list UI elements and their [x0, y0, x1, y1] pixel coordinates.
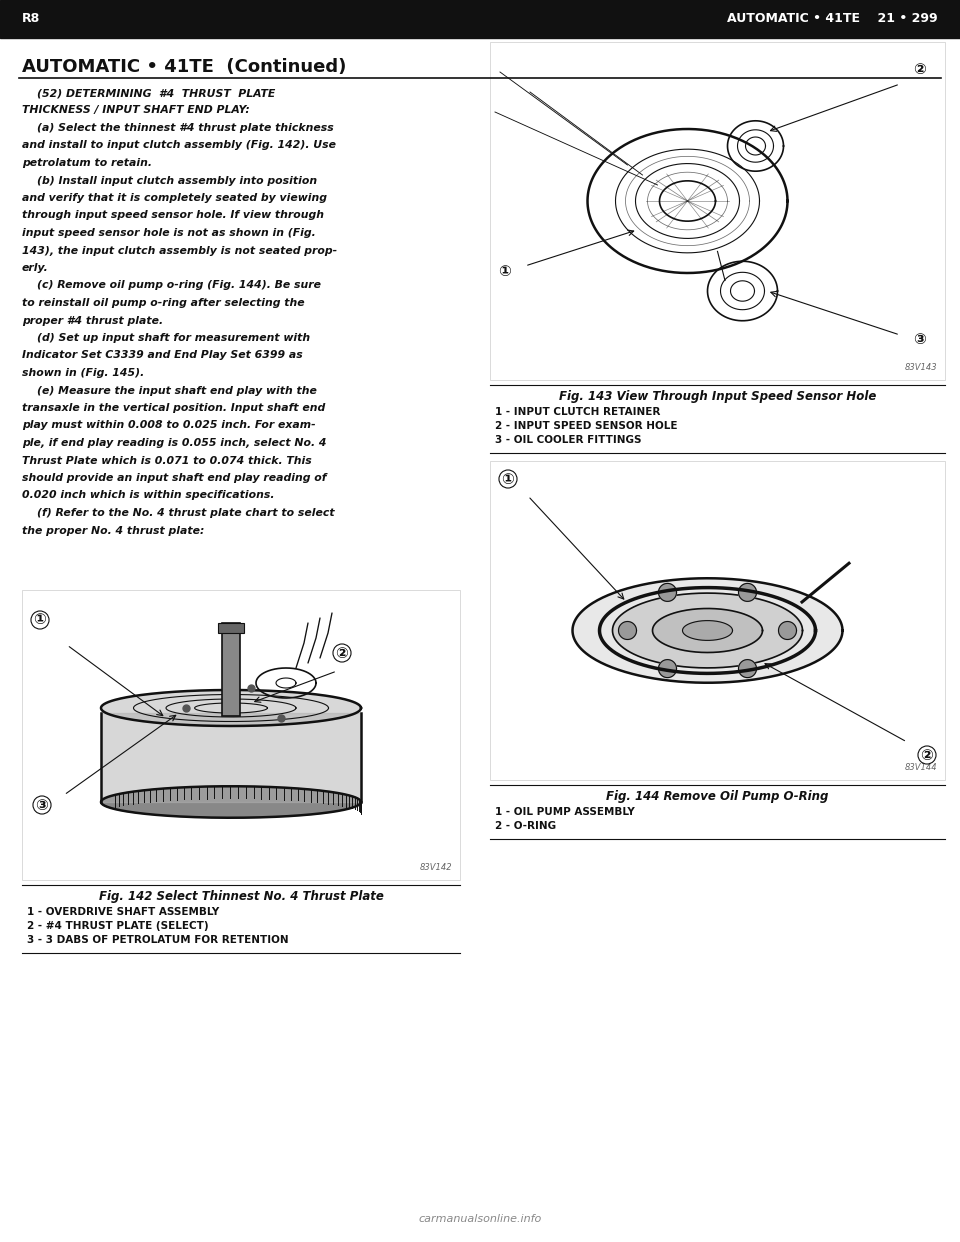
Polygon shape [738, 660, 756, 678]
Polygon shape [659, 584, 677, 601]
Text: AUTOMATIC • 41TE    21 • 299: AUTOMATIC • 41TE 21 • 299 [728, 12, 938, 26]
Text: (52) DETERMINING  #4  THRUST  PLATE: (52) DETERMINING #4 THRUST PLATE [22, 88, 276, 98]
Text: THICKNESS / INPUT SHAFT END PLAY:: THICKNESS / INPUT SHAFT END PLAY: [22, 106, 250, 116]
Text: 3 - OIL COOLER FITTINGS: 3 - OIL COOLER FITTINGS [495, 435, 641, 445]
Text: 1 - OVERDRIVE SHAFT ASSEMBLY: 1 - OVERDRIVE SHAFT ASSEMBLY [27, 907, 219, 917]
Bar [22, 590, 460, 881]
Bar [490, 42, 945, 380]
Text: shown in (Fig. 145).: shown in (Fig. 145). [22, 368, 144, 378]
Text: ①: ① [501, 472, 515, 487]
Text: 83V144: 83V144 [904, 763, 937, 773]
Text: (b) Install input clutch assembly into position: (b) Install input clutch assembly into p… [22, 175, 317, 185]
Text: and verify that it is completely seated by viewing: and verify that it is completely seated … [22, 193, 327, 202]
Text: 2 - #4 THRUST PLATE (SELECT): 2 - #4 THRUST PLATE (SELECT) [27, 922, 208, 932]
Text: (e) Measure the input shaft end play with the: (e) Measure the input shaft end play wit… [22, 385, 317, 395]
Text: 2 - INPUT SPEED SENSOR HOLE: 2 - INPUT SPEED SENSOR HOLE [495, 421, 678, 431]
Text: carmanualsonline.info: carmanualsonline.info [419, 1213, 541, 1225]
Text: R8: R8 [22, 12, 40, 26]
Bar [222, 623, 240, 715]
Polygon shape [572, 579, 843, 683]
Text: 143), the input clutch assembly is not seated prop-: 143), the input clutch assembly is not s… [22, 246, 337, 256]
Text: 83V142: 83V142 [420, 863, 452, 872]
Text: the proper No. 4 thrust plate:: the proper No. 4 thrust plate: [22, 525, 204, 535]
Text: to reinstall oil pump o-ring after selecting the: to reinstall oil pump o-ring after selec… [22, 298, 304, 308]
Text: (a) Select the thinnest #4 thrust plate thickness: (a) Select the thinnest #4 thrust plate … [22, 123, 334, 133]
Text: erly.: erly. [22, 263, 49, 273]
Polygon shape [612, 594, 803, 668]
Text: 1 - INPUT CLUTCH RETAINER: 1 - INPUT CLUTCH RETAINER [495, 407, 660, 417]
Text: input speed sensor hole is not as shown in (Fig.: input speed sensor hole is not as shown … [22, 229, 316, 238]
Text: ple, if end play reading is 0.055 inch, select No. 4: ple, if end play reading is 0.055 inch, … [22, 438, 326, 448]
Text: ②: ② [914, 62, 926, 77]
Text: and install to input clutch assembly (Fig. 142). Use: and install to input clutch assembly (Fi… [22, 140, 336, 150]
Text: ①: ① [34, 612, 46, 627]
Text: proper #4 thrust plate.: proper #4 thrust plate. [22, 315, 163, 325]
Text: 83V143: 83V143 [904, 363, 937, 373]
Text: ②: ② [336, 646, 348, 661]
Text: Fig. 144 Remove Oil Pump O-Ring: Fig. 144 Remove Oil Pump O-Ring [607, 790, 828, 804]
Text: petrolatum to retain.: petrolatum to retain. [22, 158, 152, 168]
Text: 2 - O-RING: 2 - O-RING [495, 821, 556, 831]
Text: 1 - OIL PUMP ASSEMBLY: 1 - OIL PUMP ASSEMBLY [495, 807, 635, 817]
Text: Indicator Set C3339 and End Play Set 6399 as: Indicator Set C3339 and End Play Set 639… [22, 350, 302, 360]
Text: through input speed sensor hole. If view through: through input speed sensor hole. If view… [22, 210, 324, 221]
Text: play must within 0.008 to 0.025 inch. For exam-: play must within 0.008 to 0.025 inch. Fo… [22, 421, 316, 431]
Bar [0, 0, 960, 39]
Text: 0.020 inch which is within specifications.: 0.020 inch which is within specification… [22, 491, 275, 501]
Polygon shape [101, 713, 361, 802]
Text: transaxle in the vertical position. Input shaft end: transaxle in the vertical position. Inpu… [22, 402, 325, 414]
Bar [490, 461, 945, 780]
Text: ③: ③ [914, 333, 926, 348]
Polygon shape [779, 621, 797, 640]
Polygon shape [659, 660, 677, 678]
Text: AUTOMATIC • 41TE  (Continued): AUTOMATIC • 41TE (Continued) [22, 58, 347, 76]
Text: ③: ③ [36, 797, 48, 812]
Polygon shape [683, 621, 732, 641]
Polygon shape [101, 786, 361, 817]
Polygon shape [618, 621, 636, 640]
Text: Fig. 142 Select Thinnest No. 4 Thrust Plate: Fig. 142 Select Thinnest No. 4 Thrust Pl… [99, 891, 383, 903]
Polygon shape [738, 584, 756, 601]
Text: ②: ② [921, 748, 933, 763]
Text: ①: ① [498, 263, 512, 278]
Bar [218, 623, 244, 633]
Text: Fig. 143 View Through Input Speed Sensor Hole: Fig. 143 View Through Input Speed Sensor… [559, 390, 876, 402]
Text: (d) Set up input shaft for measurement with: (d) Set up input shaft for measurement w… [22, 333, 310, 343]
Text: (c) Remove oil pump o-ring (Fig. 144). Be sure: (c) Remove oil pump o-ring (Fig. 144). B… [22, 281, 321, 291]
Text: should provide an input shaft end play reading of: should provide an input shaft end play r… [22, 473, 326, 483]
Text: (f) Refer to the No. 4 thrust plate chart to select: (f) Refer to the No. 4 thrust plate char… [22, 508, 335, 518]
Polygon shape [653, 609, 762, 652]
Text: 3 - 3 DABS OF PETROLATUM FOR RETENTION: 3 - 3 DABS OF PETROLATUM FOR RETENTION [27, 935, 289, 945]
Text: Thrust Plate which is 0.071 to 0.074 thick. This: Thrust Plate which is 0.071 to 0.074 thi… [22, 456, 312, 466]
Polygon shape [101, 691, 361, 727]
